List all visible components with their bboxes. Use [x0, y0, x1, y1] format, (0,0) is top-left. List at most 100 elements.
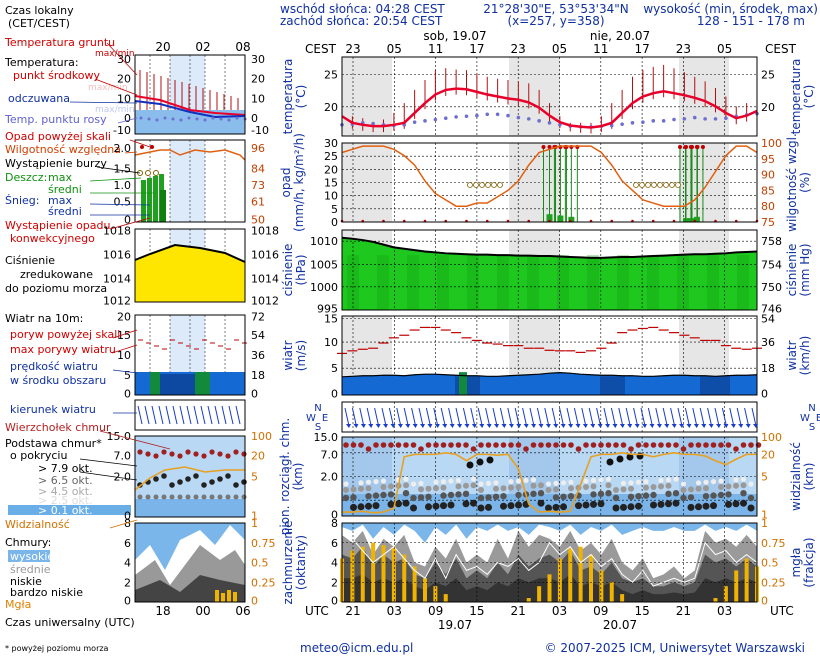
cloud-base-marker: [500, 493, 507, 500]
legend-cover-tick-left: 2: [124, 576, 131, 589]
cloud-base-marker: [515, 491, 522, 499]
wind-arrow: [374, 407, 380, 427]
pressure-shade: [617, 255, 629, 310]
cloud-base-marker: [523, 477, 529, 483]
legend-snow-mid: średni: [48, 205, 82, 218]
pressure-shade: [707, 255, 719, 310]
cloud-top-marker: [650, 442, 657, 448]
fog-bar: [620, 594, 625, 602]
precip-tick-left: 15: [324, 177, 338, 190]
cloud-base-marker: [590, 500, 597, 508]
cloud-top-marker: [470, 446, 477, 452]
cloud-base-marker: [628, 485, 634, 492]
cloud-base-marker: [387, 491, 395, 498]
utc-tick: 21: [511, 604, 526, 618]
cloud-base-marker: [402, 490, 410, 497]
wind-arrow: [514, 407, 520, 427]
cloud-base-marker: [597, 490, 605, 497]
cloud-top-marker: [448, 442, 454, 448]
cloud-base-marker: [410, 504, 417, 512]
fog-bar: [734, 570, 739, 602]
wind-arrow: [610, 407, 616, 427]
legend-fog-bar: [233, 592, 237, 602]
footer-email[interactable]: meteo@icm.edu.pl: [300, 641, 413, 655]
cloud-top-marker: [508, 442, 514, 448]
cloud-top-marker: [718, 442, 724, 448]
legend-wind-green: [150, 372, 160, 395]
wind-arrow: [507, 407, 513, 427]
cloud-top-marker: [358, 442, 364, 448]
legend: Czas lokalny (CET/CEST) Temperatura grun…: [4, 4, 135, 653]
legend-utc-tick: 06: [235, 604, 250, 618]
cest-tick: 23: [511, 42, 526, 56]
cloud-base-marker: [387, 500, 395, 508]
legend-wind-tick-right: 36: [251, 349, 265, 362]
legend-base-tick-left: 2.0: [114, 471, 132, 484]
wind-arrow: [388, 407, 394, 427]
base-side-label: (km): [291, 462, 305, 490]
base-tick-right: 20: [761, 448, 775, 461]
legend-cloud-base-marker: [161, 473, 167, 479]
temp-frame: [341, 56, 758, 137]
wind-arrow: [721, 407, 727, 427]
fog-bar: [723, 586, 728, 602]
legend-leader-line: [124, 151, 138, 154]
precip-side-label-right: wilgotność wzgl.: [785, 133, 799, 232]
pres-side-label-right: ciśnienie: [785, 244, 799, 297]
base-tick-right: 1: [761, 508, 768, 521]
wind-arrow-head: [508, 424, 514, 428]
cest-tick: 23: [676, 42, 691, 56]
pres-tick-left: 1000: [310, 281, 338, 294]
cloud-top-marker: [695, 442, 702, 448]
wind-line: [341, 372, 758, 378]
legend-prec-tick-right: 84: [251, 163, 265, 176]
wind-arrow: [603, 407, 609, 427]
wind-arrow-head: [383, 424, 388, 428]
legend-excess-marker: [150, 145, 154, 149]
precip-tick-left: 25: [324, 150, 338, 163]
base-side-label-right: (km): [802, 462, 816, 490]
cloud-top-marker: [733, 446, 739, 452]
legend-cloud-base-marker: [185, 476, 191, 482]
cloud-base-marker: [620, 480, 627, 486]
cloud-top-marker: [365, 446, 372, 452]
cloud-base-marker: [455, 477, 462, 483]
wind-side-label: wiatr: [281, 340, 295, 370]
wind-arrow: [714, 407, 720, 427]
cloud-top-marker: [350, 442, 357, 448]
wind-arrow: [640, 407, 646, 427]
cover-tick-left: 2: [331, 576, 338, 589]
legend-felt: odczuwana: [8, 92, 70, 105]
cloud-base-marker: [650, 484, 657, 490]
legend-pressure-area: [135, 245, 245, 302]
cloud-base-marker: [627, 493, 635, 500]
legend-wind-tick-left: 15: [117, 329, 131, 342]
legend-cloud-base-marker: [169, 482, 175, 488]
legend-pres-tick-right: 1012: [251, 295, 279, 308]
wind-arrow: [588, 407, 594, 427]
legend-humidity: Wilgotność względna: [5, 143, 121, 156]
storm-marker: [651, 182, 657, 188]
wind-arrow: [425, 407, 431, 427]
legend-gust-max: max porywy wiatru: [10, 343, 116, 356]
legend-cloud-top-marker: [145, 451, 151, 457]
cloud-base-marker: [417, 494, 425, 501]
storm-marker: [497, 182, 503, 188]
legend-high-box: [8, 550, 50, 562]
dew-point-marker: [537, 119, 541, 123]
dew-point-marker: [433, 117, 438, 122]
legend-pres-tick-right: 1016: [251, 249, 279, 262]
legend-wind-tick-left: 20: [117, 311, 131, 324]
cloud-top-marker: [658, 442, 664, 448]
wind-arrow-head: [427, 424, 433, 428]
pressure-shade: [737, 255, 749, 310]
cloud-base-marker: [493, 485, 499, 492]
day-label-top: nie, 20.07: [590, 29, 650, 43]
legend-wind-speed-1: prędkość wiatru: [10, 360, 98, 373]
cloud-top-marker: [553, 442, 559, 448]
cloud-base-marker: [433, 479, 439, 485]
cloud-top-marker: [680, 446, 687, 452]
wind-arrow-head: [605, 424, 610, 428]
legend-time-tick-top: 08: [235, 40, 250, 54]
cloud-base-marker: [477, 494, 485, 502]
